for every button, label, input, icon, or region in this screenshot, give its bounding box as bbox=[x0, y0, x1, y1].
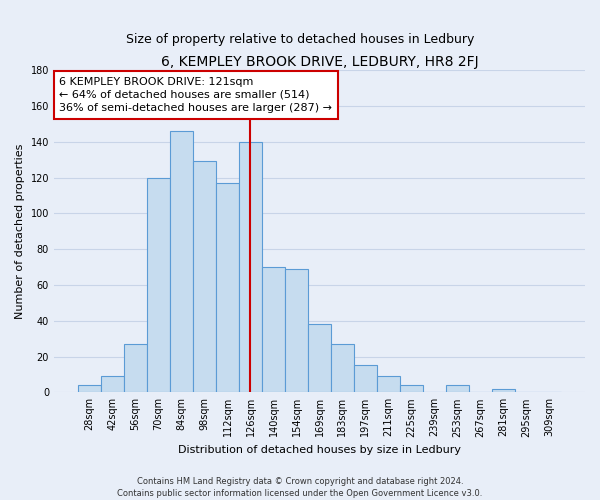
Bar bbox=[377, 376, 400, 392]
Text: Size of property relative to detached houses in Ledbury: Size of property relative to detached ho… bbox=[126, 32, 474, 46]
Bar bbox=[170, 131, 193, 392]
Bar bbox=[308, 324, 331, 392]
Bar bbox=[216, 183, 239, 392]
Bar bbox=[78, 385, 101, 392]
Bar bbox=[331, 344, 354, 393]
Bar bbox=[101, 376, 124, 392]
Bar bbox=[239, 142, 262, 393]
X-axis label: Distribution of detached houses by size in Ledbury: Distribution of detached houses by size … bbox=[178, 445, 461, 455]
Bar bbox=[446, 385, 469, 392]
Bar bbox=[193, 162, 216, 392]
Text: 6 KEMPLEY BROOK DRIVE: 121sqm
← 64% of detached houses are smaller (514)
36% of : 6 KEMPLEY BROOK DRIVE: 121sqm ← 64% of d… bbox=[59, 76, 332, 113]
Bar bbox=[124, 344, 147, 393]
Bar bbox=[492, 388, 515, 392]
Bar bbox=[147, 178, 170, 392]
Bar bbox=[262, 267, 285, 392]
Bar bbox=[354, 366, 377, 392]
Bar bbox=[400, 385, 423, 392]
Bar bbox=[285, 269, 308, 392]
Title: 6, KEMPLEY BROOK DRIVE, LEDBURY, HR8 2FJ: 6, KEMPLEY BROOK DRIVE, LEDBURY, HR8 2FJ bbox=[161, 55, 478, 69]
Text: Contains HM Land Registry data © Crown copyright and database right 2024.
Contai: Contains HM Land Registry data © Crown c… bbox=[118, 476, 482, 498]
Y-axis label: Number of detached properties: Number of detached properties bbox=[15, 144, 25, 319]
